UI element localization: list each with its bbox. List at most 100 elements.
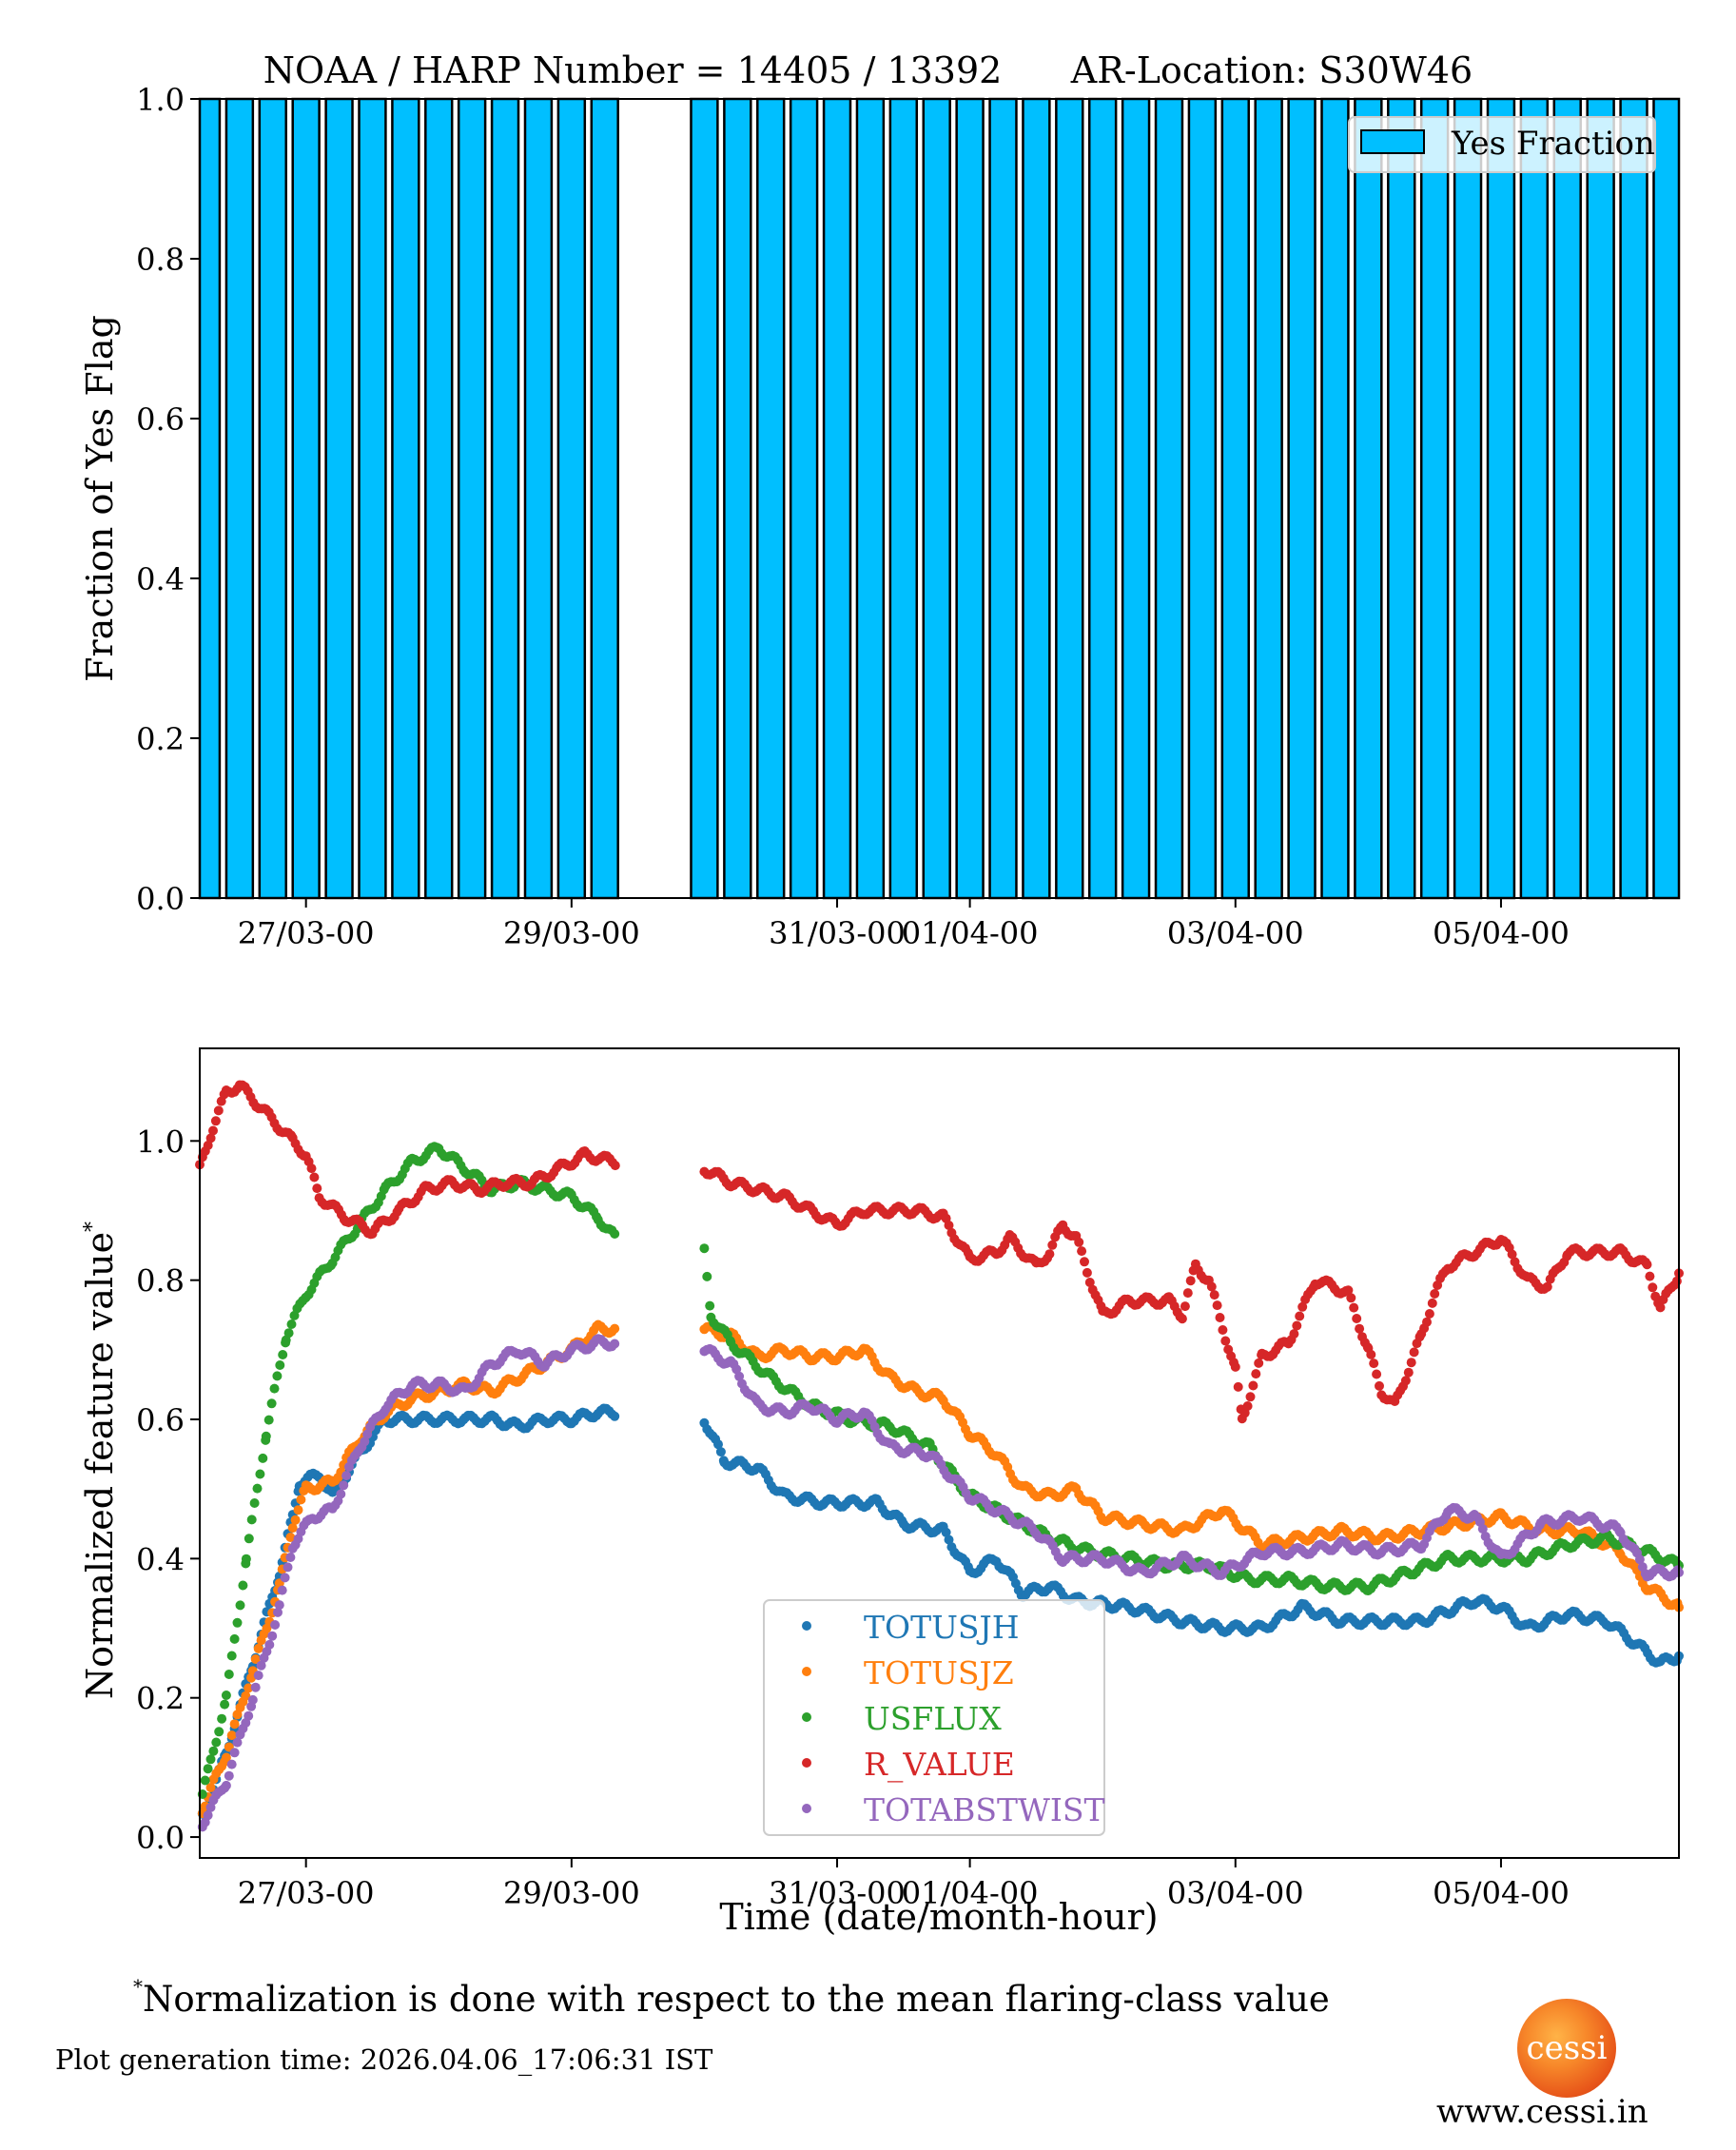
data-point [1352, 1314, 1362, 1323]
data-point [263, 1415, 274, 1425]
bar [358, 97, 387, 900]
x-tick-label: 27/03-00 [238, 1875, 375, 1911]
data-point [293, 1505, 303, 1515]
x-tick-label: 05/04-00 [1433, 1875, 1570, 1911]
y-tick-label: 0.2 [136, 721, 185, 757]
data-point [1542, 1281, 1552, 1292]
top-axes-frame [199, 98, 1680, 899]
data-point [339, 1480, 349, 1491]
bar [1619, 97, 1648, 900]
data-point [258, 1453, 268, 1463]
data-point [267, 1631, 278, 1641]
data-point [283, 1562, 293, 1573]
data-point [306, 1163, 317, 1174]
bar [922, 97, 951, 900]
bar [291, 97, 321, 900]
legend-item-totabstwist: TOTABSTWIST [802, 1791, 1105, 1828]
data-point [1422, 1317, 1432, 1327]
y-axis-label-asterisk: * [81, 1222, 105, 1232]
data-point [1375, 1380, 1384, 1391]
legend-label: USFLUX [864, 1700, 1002, 1737]
data-point [1346, 1293, 1356, 1303]
data-point [244, 1710, 254, 1721]
data-point [1218, 1325, 1228, 1335]
data-point [610, 1339, 620, 1349]
data-point [1634, 1554, 1645, 1565]
legend-item-totusjz: TOTUSJZ [802, 1654, 1014, 1691]
data-point [256, 1660, 266, 1671]
data-point [229, 1748, 240, 1758]
data-point [1403, 1367, 1414, 1378]
data-point [285, 1553, 296, 1562]
y-tick-label: 0.8 [136, 1263, 185, 1300]
data-point [205, 1754, 216, 1765]
data-point [1424, 1309, 1434, 1319]
bar [224, 97, 255, 900]
data-point [253, 1643, 263, 1653]
bar [822, 97, 852, 900]
footnote-marker: * [133, 1975, 143, 1998]
data-point [1251, 1369, 1261, 1379]
legend-yes-fraction: Yes Fraction [1348, 116, 1656, 173]
bar [988, 97, 1018, 900]
data-point [1642, 1260, 1652, 1270]
data-point [1209, 1290, 1219, 1300]
data-point [261, 1431, 271, 1441]
data-point [1507, 1249, 1517, 1260]
data-point [235, 1600, 245, 1611]
data-point [1233, 1381, 1243, 1392]
data-point [944, 1221, 954, 1230]
data-point [705, 1300, 715, 1311]
data-point [1077, 1246, 1087, 1257]
data-point [272, 1371, 283, 1381]
data-point [715, 1447, 726, 1457]
data-point [266, 1398, 277, 1409]
data-point [232, 1617, 243, 1628]
data-point [208, 1125, 218, 1136]
data-point [1292, 1320, 1302, 1331]
x-tick-label: 05/04-00 [1433, 915, 1570, 951]
data-point [1349, 1302, 1359, 1313]
data-point [1206, 1281, 1217, 1292]
data-point [205, 1783, 216, 1792]
data-point [1245, 1392, 1256, 1402]
data-point [1289, 1329, 1299, 1339]
data-point [1366, 1349, 1376, 1359]
data-point [246, 1515, 257, 1525]
data-point [205, 1133, 216, 1143]
data-point [270, 1620, 281, 1630]
data-point [1180, 1301, 1190, 1312]
x-tick-label: 27/03-00 [238, 915, 375, 951]
data-point [290, 1515, 301, 1525]
series-r_value [195, 1080, 1684, 1424]
data-point [610, 1161, 620, 1171]
data-point [734, 1371, 745, 1381]
y-tick-label: 0.2 [136, 1681, 185, 1717]
data-point [277, 1585, 287, 1595]
data-point [274, 1600, 284, 1611]
data-point [232, 1737, 243, 1748]
y-tick-label: 0.4 [136, 1541, 185, 1577]
data-point [1230, 1361, 1240, 1372]
data-point [610, 1323, 620, 1334]
series-dots-group [195, 1080, 1684, 1832]
bar [1519, 97, 1550, 900]
website-link[interactable]: www.cessi.in [1436, 2093, 1648, 2131]
data-point [1427, 1298, 1437, 1308]
data-point [244, 1534, 254, 1544]
y-tick-label: 0.0 [136, 881, 185, 917]
data-point [221, 1752, 231, 1763]
y-tick-label: 0.6 [136, 401, 185, 438]
data-point [941, 1527, 951, 1537]
data-point [1220, 1336, 1231, 1346]
data-point [1297, 1301, 1308, 1312]
legend-item-usflux: USFLUX [802, 1700, 1002, 1737]
legend-item-r_value: R_VALUE [802, 1746, 1015, 1784]
data-point [205, 1802, 216, 1812]
series-legend: TOTUSJH TOTUSJZ USFLUX R_VALUE TOTABSTWIST [763, 1599, 1105, 1836]
data-point [296, 1495, 306, 1505]
data-point [203, 1141, 213, 1150]
data-point [213, 1105, 224, 1116]
data-point [1372, 1369, 1382, 1379]
